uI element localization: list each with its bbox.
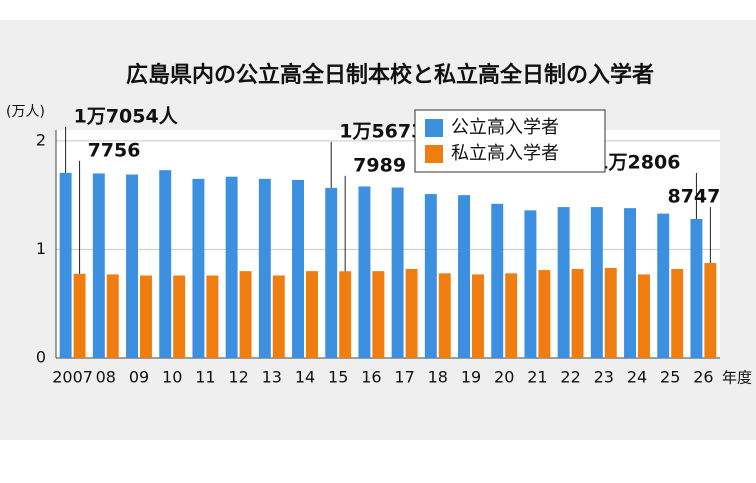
x-tick-label: 18 bbox=[428, 368, 448, 387]
bar bbox=[491, 203, 504, 358]
bar bbox=[358, 186, 371, 358]
bar bbox=[405, 268, 418, 358]
data-label: 8747 bbox=[667, 185, 720, 207]
bar bbox=[638, 274, 650, 358]
bar bbox=[73, 273, 86, 358]
bar bbox=[657, 213, 670, 358]
bar bbox=[225, 176, 238, 358]
legend-swatch bbox=[425, 145, 443, 163]
x-tick-label: 12 bbox=[228, 368, 248, 387]
bar bbox=[690, 218, 703, 358]
legend-box bbox=[414, 109, 606, 173]
x-tick-label: 09 bbox=[129, 368, 149, 387]
bar bbox=[438, 273, 451, 358]
bar bbox=[458, 195, 470, 358]
bar bbox=[272, 275, 285, 358]
bar bbox=[590, 207, 603, 358]
y-tick-label: 1 bbox=[36, 239, 46, 258]
y-tick-label: 0 bbox=[36, 348, 46, 367]
bar bbox=[173, 275, 186, 358]
x-tick-label: 21 bbox=[527, 368, 547, 387]
bar bbox=[571, 268, 584, 358]
x-tick-label: 13 bbox=[262, 368, 282, 387]
bar bbox=[239, 271, 252, 358]
bar bbox=[339, 271, 352, 358]
x-tick-label: 19 bbox=[461, 368, 481, 387]
chart-title: 広島県内の公立高全日制本校と私立高全日制の入学者 bbox=[126, 62, 654, 88]
bar bbox=[624, 208, 636, 358]
bar bbox=[192, 178, 205, 358]
bar bbox=[505, 273, 518, 358]
bar bbox=[372, 271, 385, 358]
bar bbox=[538, 270, 551, 358]
bar bbox=[424, 194, 437, 358]
bar bbox=[59, 172, 72, 358]
legend-label: 公立高入学者 bbox=[451, 117, 559, 138]
data-label: 1万7054人 bbox=[74, 105, 179, 127]
x-tick-label: 24 bbox=[627, 368, 647, 387]
bar bbox=[472, 274, 484, 358]
bar bbox=[306, 271, 318, 358]
bar bbox=[206, 275, 219, 358]
x-tick-label: 26 bbox=[693, 368, 713, 387]
bar bbox=[671, 268, 684, 358]
data-label: 1万2806 bbox=[595, 151, 680, 173]
y-tick-label: 2 bbox=[36, 130, 46, 149]
bar bbox=[106, 274, 119, 358]
x-tick-label: 22 bbox=[560, 368, 580, 387]
x-tick-label: 2007 bbox=[52, 368, 93, 387]
bar bbox=[704, 263, 717, 358]
bar bbox=[126, 174, 138, 358]
bar bbox=[140, 275, 152, 358]
x-tick-label: 15 bbox=[328, 368, 348, 387]
x-tick-label: 17 bbox=[394, 368, 414, 387]
data-label: 1万5673 bbox=[339, 120, 424, 142]
bar bbox=[159, 170, 172, 358]
bar bbox=[604, 267, 617, 358]
x-tick-label: 16 bbox=[361, 368, 381, 387]
bar bbox=[292, 179, 304, 358]
y-axis-label: (万人) bbox=[6, 104, 45, 120]
x-tick-label: 14 bbox=[295, 368, 315, 387]
x-tick-label: 25 bbox=[660, 368, 680, 387]
bar bbox=[258, 178, 271, 358]
x-tick-label: 10 bbox=[162, 368, 182, 387]
data-label: 7989 bbox=[353, 154, 406, 176]
x-tick-label: 11 bbox=[195, 368, 215, 387]
legend-label: 私立高入学者 bbox=[451, 143, 559, 164]
data-label: 7756 bbox=[88, 139, 141, 161]
x-tick-label: 08 bbox=[96, 368, 116, 387]
bar bbox=[557, 207, 570, 358]
x-tick-label: 20 bbox=[494, 368, 514, 387]
bar bbox=[92, 173, 105, 358]
bar bbox=[391, 187, 404, 358]
bar bbox=[524, 210, 537, 358]
bar bbox=[325, 187, 338, 358]
legend-swatch bbox=[425, 119, 443, 137]
x-axis-label: 年度 bbox=[722, 369, 752, 387]
x-tick-label: 23 bbox=[594, 368, 614, 387]
